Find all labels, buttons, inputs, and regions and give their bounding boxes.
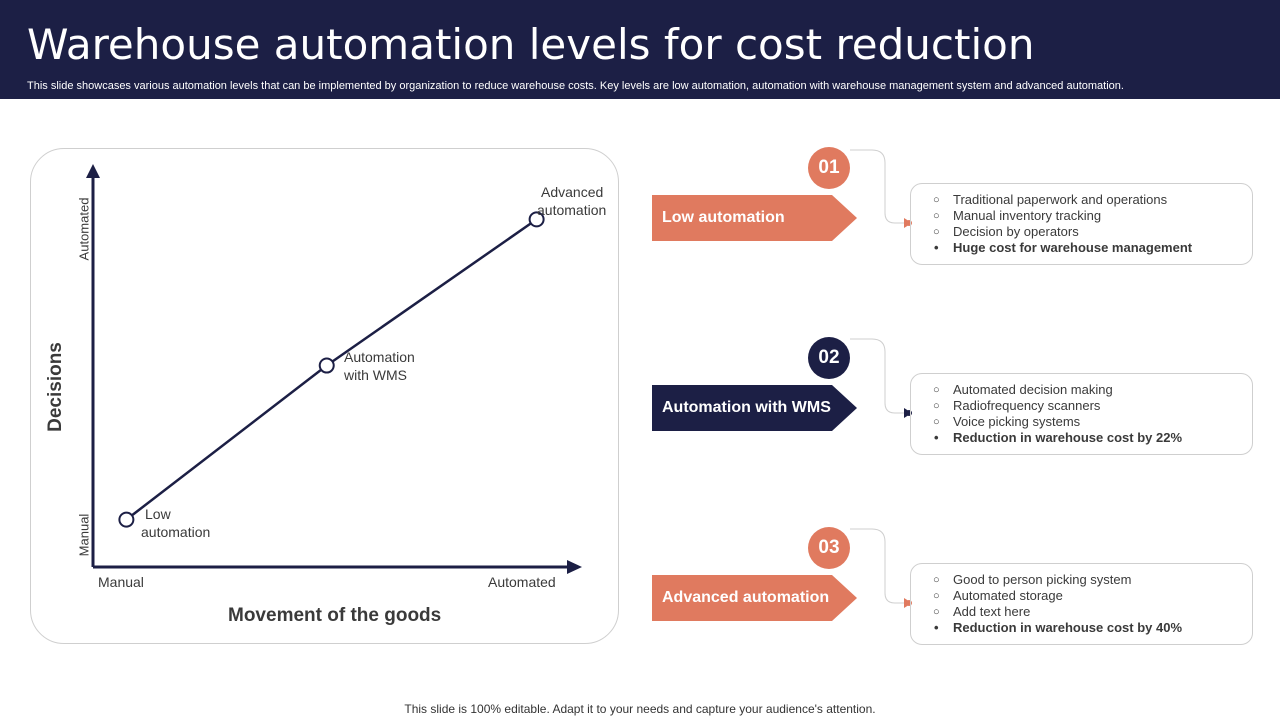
level-03-card: Good to person picking system Automated … <box>910 563 1253 645</box>
level-01-item-3: Decision by operators <box>933 224 1252 240</box>
level-03-label: Advanced automation <box>652 575 857 621</box>
point-label-advanced-1: Advanced <box>541 184 604 200</box>
y-tick-automated: Automated <box>76 197 92 261</box>
level-02-card: Automated decision making Radiofrequency… <box>910 373 1253 455</box>
chart-panel <box>30 148 619 644</box>
point-label-low-1: Low <box>145 506 171 522</box>
x-axis-arrowhead <box>567 560 582 574</box>
level-03-number: 03 <box>808 527 850 569</box>
level-01-item-2: Manual inventory tracking <box>933 208 1252 224</box>
footer-note: This slide is 100% editable. Adapt it to… <box>404 702 876 716</box>
level-03-item-3: Add text here <box>933 604 1252 620</box>
x-axis-title: Movement of the goods <box>228 605 442 626</box>
x-tick-manual: Manual <box>98 574 144 590</box>
level-01-number: 01 <box>808 147 850 189</box>
y-tick-manual: Manual <box>76 513 92 557</box>
level-01-card: Traditional paperwork and operations Man… <box>910 183 1253 265</box>
level-02-item-1: Automated decision making <box>933 382 1252 398</box>
x-tick-automated: Automated <box>488 574 556 590</box>
page-subtitle: This slide showcases various automation … <box>27 80 1124 92</box>
level-02-label: Automation with WMS <box>652 385 857 431</box>
header-bar: Warehouse automation levels for cost red… <box>0 0 1280 99</box>
level-03-item-1: Good to person picking system <box>933 572 1252 588</box>
level-02-number: 02 <box>808 337 850 379</box>
point-label-wms-2: with WMS <box>344 367 407 383</box>
level-01-item-1: Traditional paperwork and operations <box>933 192 1252 208</box>
point-label-advanced-2: automation <box>537 202 607 218</box>
level-01-label: Low automation <box>652 195 857 241</box>
y-axis-arrowhead <box>86 164 100 178</box>
data-point-2 <box>318 357 335 374</box>
level-02-item-2: Radiofrequency scanners <box>933 398 1252 414</box>
level-03-item-2: Automated storage <box>933 588 1252 604</box>
level-02-highlight: Reduction in warehouse cost by 22% <box>933 430 1252 446</box>
data-point-3 <box>528 211 545 228</box>
level-03-highlight: Reduction in warehouse cost by 40% <box>933 620 1252 636</box>
data-point-1 <box>118 511 135 528</box>
page-title: Warehouse automation levels for cost red… <box>27 20 1035 69</box>
level-02-item-3: Voice picking systems <box>933 414 1252 430</box>
level-01-highlight: Huge cost for warehouse management <box>933 240 1252 256</box>
point-label-wms-1: Automation <box>344 349 415 365</box>
point-label-low-2: automation <box>141 524 211 540</box>
y-axis-title: Decisions <box>45 342 66 432</box>
